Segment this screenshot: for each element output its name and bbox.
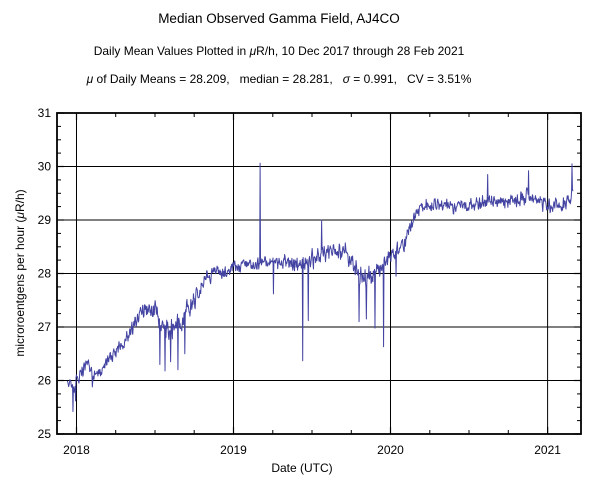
x-tick-label: 2018 xyxy=(63,443,90,457)
text-segment: σ xyxy=(342,72,350,86)
x-axis-title: Date (UTC) xyxy=(271,461,333,475)
plot-frame xyxy=(56,112,582,435)
y-tick-label: 29 xyxy=(38,213,52,227)
text-segment: Daily Mean Values Plotted in xyxy=(93,44,250,58)
x-tick-label: 2019 xyxy=(220,443,247,457)
y-tick-label: 30 xyxy=(38,160,52,174)
text-segment: μ xyxy=(249,44,257,58)
x-tick-label: 2020 xyxy=(377,443,404,457)
y-tick-label: 26 xyxy=(38,374,52,388)
y-tick-label: 31 xyxy=(38,106,52,120)
text-segment: μ xyxy=(86,72,94,86)
chart-subtitle: Daily Mean Values Plotted in μR/h, 10 De… xyxy=(0,44,600,58)
text-segment: of Daily Means = 28.209, median = 28.281… xyxy=(93,72,343,86)
text-segment: R/h, 10 Dec 2017 through 28 Feb 2021 xyxy=(256,44,465,58)
chart-title: Median Observed Gamma Field, AJ4CO xyxy=(158,11,400,26)
y-tick-label: 25 xyxy=(38,427,52,441)
x-tick-label: 2021 xyxy=(534,443,561,457)
data-series-line xyxy=(66,162,574,413)
text-segment: = 0.991, CV = 3.51% xyxy=(349,72,472,86)
chart-stats-line: μ of Daily Means = 28.209, median = 28.2… xyxy=(0,72,600,86)
y-tick-label: 27 xyxy=(38,320,52,334)
y-tick-label: 28 xyxy=(38,267,52,281)
